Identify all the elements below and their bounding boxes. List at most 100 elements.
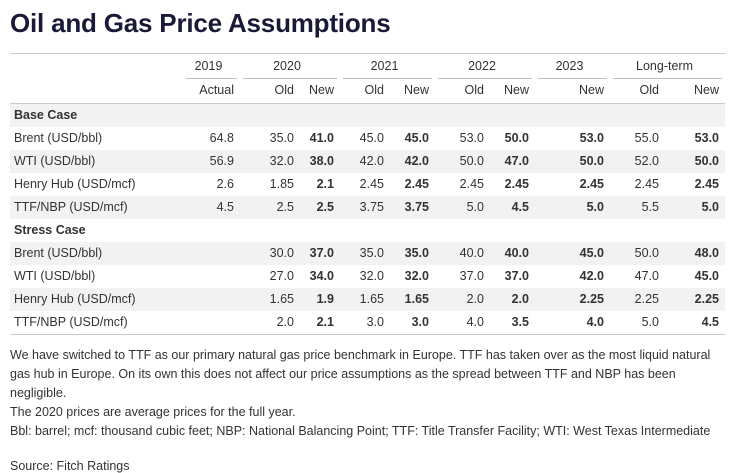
corner-cell <box>10 54 183 79</box>
footnotes: We have switched to TTF as our primary n… <box>10 346 731 441</box>
subheader: Actual <box>183 79 240 104</box>
section-label: Base Case <box>10 104 726 127</box>
cell: 2.45 <box>579 177 604 191</box>
year-header-row: 2019 2020 2021 2022 2023 Long-term <box>10 54 725 79</box>
year-header-2019: 2019 <box>183 54 240 79</box>
cell: 64.8 <box>209 131 234 145</box>
year-header-long-term: Long-term <box>610 54 725 79</box>
cell <box>183 242 240 265</box>
row-label: Brent (USD/bbl) <box>14 131 103 145</box>
cell: 37.0 <box>459 269 484 283</box>
price-assumptions-table: 2019 2020 2021 2022 2023 Long-term Actua… <box>10 53 726 335</box>
cell: 34.0 <box>309 269 334 283</box>
cell: 1.65 <box>340 288 390 311</box>
cell: 2.25 <box>665 288 726 311</box>
cell <box>183 265 240 288</box>
table-row-henry-hub-base: Henry Hub (USD/mcf) 2.6 1.85 2.1 2.45 2.… <box>10 173 725 196</box>
year-header-2022: 2022 <box>435 54 535 79</box>
cell: 2.6 <box>216 177 234 191</box>
year-header-2021: 2021 <box>340 54 435 79</box>
cell: 50.0 <box>610 242 665 265</box>
cell: 53.0 <box>579 131 604 145</box>
source-line: Source: Fitch Ratings <box>10 459 130 473</box>
note-2020-prices: The 2020 prices are average prices for t… <box>10 405 296 419</box>
cell: 4.0 <box>435 311 490 335</box>
section-row-base-case: Base Case <box>10 104 726 127</box>
cell: 5.0 <box>610 311 665 335</box>
cell: 45.0 <box>694 269 720 283</box>
cell: 50.0 <box>665 150 726 173</box>
subheader: Old <box>240 79 300 104</box>
cell: 32.0 <box>404 269 429 283</box>
cell: 2.45 <box>359 177 384 191</box>
subheader: New <box>490 79 535 104</box>
cell: 2.5 <box>240 196 300 219</box>
table-row-brent-stress: Brent (USD/bbl) 30.0 37.0 35.0 35.0 40.0… <box>10 242 726 265</box>
row-label: WTI (USD/bbl) <box>10 150 183 173</box>
cell: 2.0 <box>435 288 490 311</box>
row-label: Henry Hub (USD/mcf) <box>14 177 136 191</box>
cell: 2.1 <box>316 177 334 191</box>
cell: 3.5 <box>490 311 535 335</box>
cell: 45.0 <box>535 242 610 265</box>
table-row-henry-hub-stress: Henry Hub (USD/mcf) 1.65 1.9 1.65 1.65 2… <box>10 288 726 311</box>
cell: 42.0 <box>340 150 390 173</box>
cell: 1.9 <box>300 288 340 311</box>
cell: 41.0 <box>309 131 334 145</box>
table-row-wti-stress: WTI (USD/bbl) 27.0 34.0 32.0 32.0 37.0 3… <box>10 265 725 288</box>
cell: 55.0 <box>634 131 659 145</box>
section-row-stress-case: Stress Case <box>10 219 725 242</box>
cell: 53.0 <box>459 131 484 145</box>
cell: 2.25 <box>535 288 610 311</box>
cell: 42.0 <box>579 269 604 283</box>
table-row-ttf-nbp-stress: TTF/NBP (USD/mcf) 2.0 2.1 3.0 3.0 4.0 3.… <box>10 311 726 335</box>
cell: 3.0 <box>340 311 390 335</box>
cell: 2.45 <box>459 177 484 191</box>
cell: 45.0 <box>359 131 384 145</box>
cell: 2.5 <box>300 196 340 219</box>
cell: 42.0 <box>390 150 435 173</box>
cell: 2.0 <box>490 288 535 311</box>
cell: 48.0 <box>665 242 726 265</box>
cell: 45.0 <box>404 131 429 145</box>
cell: 3.75 <box>340 196 390 219</box>
cell: 2.45 <box>694 177 720 191</box>
row-label: Brent (USD/bbl) <box>10 242 183 265</box>
table-row-ttf-nbp-base: TTF/NBP (USD/mcf) 4.5 2.5 2.5 3.75 3.75 … <box>10 196 726 219</box>
cell: 37.0 <box>300 242 340 265</box>
subheader: Old <box>435 79 490 104</box>
cell: 32.0 <box>240 150 300 173</box>
row-label: TTF/NBP (USD/mcf) <box>10 311 183 335</box>
cell: 4.5 <box>490 196 535 219</box>
subheader: New <box>390 79 435 104</box>
cell: 30.0 <box>240 242 300 265</box>
cell: 2.45 <box>634 177 659 191</box>
year-header-2023: 2023 <box>535 54 610 79</box>
cell: 5.0 <box>435 196 490 219</box>
cell: 50.0 <box>435 150 490 173</box>
row-label: Henry Hub (USD/mcf) <box>10 288 183 311</box>
cell: 3.75 <box>390 196 435 219</box>
cell: 4.5 <box>665 311 726 335</box>
cell: 50.0 <box>504 131 529 145</box>
cell: 47.0 <box>490 150 535 173</box>
subheader: New <box>300 79 340 104</box>
cell: 2.45 <box>504 177 529 191</box>
cell: 2.25 <box>610 288 665 311</box>
page-title: Oil and Gas Price Assumptions <box>10 8 391 38</box>
cell: 1.65 <box>240 288 300 311</box>
cell: 2.45 <box>404 177 429 191</box>
subheader: Old <box>340 79 390 104</box>
subheader: New <box>535 79 610 104</box>
cell <box>183 311 240 335</box>
subheader: New <box>665 79 726 104</box>
cell: 50.0 <box>535 150 610 173</box>
cell: 2.0 <box>240 311 300 335</box>
cell: 47.0 <box>634 269 659 283</box>
cell: 35.0 <box>340 242 390 265</box>
corner-cell <box>10 79 183 104</box>
cell: 38.0 <box>300 150 340 173</box>
cell: 40.0 <box>435 242 490 265</box>
cell: 4.5 <box>183 196 240 219</box>
